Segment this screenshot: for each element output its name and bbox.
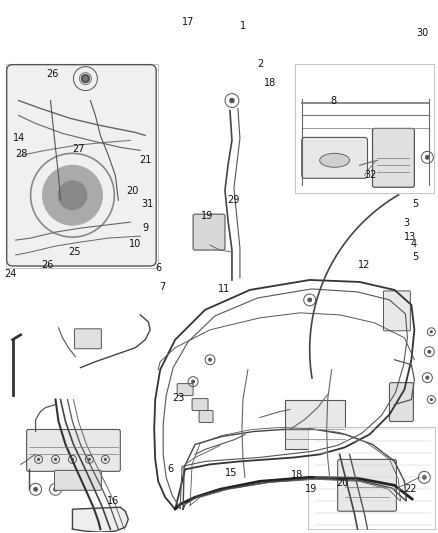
FancyBboxPatch shape <box>74 329 101 349</box>
Circle shape <box>427 350 431 354</box>
Text: 7: 7 <box>159 281 166 292</box>
Circle shape <box>37 458 40 461</box>
Text: 15: 15 <box>225 467 237 478</box>
Circle shape <box>53 487 58 491</box>
Text: 14: 14 <box>13 133 25 143</box>
Text: 9: 9 <box>143 223 149 233</box>
Circle shape <box>425 376 429 379</box>
Text: 23: 23 <box>173 393 185 403</box>
Ellipse shape <box>320 154 350 167</box>
Text: 5: 5 <box>412 252 419 262</box>
FancyBboxPatch shape <box>7 64 156 266</box>
FancyBboxPatch shape <box>389 383 413 422</box>
Text: 16: 16 <box>107 496 120 506</box>
Circle shape <box>191 379 195 384</box>
Text: 26: 26 <box>42 261 54 270</box>
Text: 6: 6 <box>155 263 162 272</box>
Circle shape <box>33 487 38 491</box>
Text: 21: 21 <box>139 155 152 165</box>
Text: 19: 19 <box>304 483 317 494</box>
Text: 30: 30 <box>416 28 428 38</box>
FancyBboxPatch shape <box>372 128 414 187</box>
Text: 2: 2 <box>258 59 264 69</box>
FancyBboxPatch shape <box>384 291 410 331</box>
Text: 8: 8 <box>330 96 336 106</box>
Bar <box>285 400 345 449</box>
FancyBboxPatch shape <box>27 430 120 471</box>
Text: 32: 32 <box>365 170 377 180</box>
Circle shape <box>430 330 433 333</box>
Circle shape <box>88 458 91 461</box>
Text: 6: 6 <box>167 464 173 474</box>
Circle shape <box>57 180 88 210</box>
Polygon shape <box>72 507 128 532</box>
Text: 13: 13 <box>404 232 417 243</box>
Text: 20: 20 <box>127 186 139 196</box>
Circle shape <box>425 155 430 160</box>
FancyBboxPatch shape <box>349 474 368 488</box>
Text: 10: 10 <box>129 239 141 249</box>
FancyBboxPatch shape <box>193 214 225 250</box>
Circle shape <box>307 297 312 302</box>
FancyBboxPatch shape <box>302 138 367 178</box>
Circle shape <box>422 475 427 480</box>
FancyBboxPatch shape <box>54 470 101 490</box>
Text: 18: 18 <box>290 470 303 480</box>
Bar <box>308 427 435 529</box>
Circle shape <box>208 358 212 362</box>
Text: 20: 20 <box>336 478 348 488</box>
Circle shape <box>83 76 88 81</box>
Bar <box>6 63 158 268</box>
Circle shape <box>104 458 107 461</box>
Text: 11: 11 <box>218 284 230 294</box>
FancyBboxPatch shape <box>192 399 208 410</box>
Circle shape <box>54 458 57 461</box>
Text: 28: 28 <box>15 149 28 159</box>
Text: 5: 5 <box>412 199 419 209</box>
Text: 25: 25 <box>68 247 80 256</box>
Text: 29: 29 <box>227 195 239 205</box>
Circle shape <box>81 74 90 83</box>
Circle shape <box>71 458 74 461</box>
Text: 18: 18 <box>265 78 277 88</box>
Text: 22: 22 <box>404 483 417 494</box>
FancyBboxPatch shape <box>177 384 193 395</box>
FancyBboxPatch shape <box>338 459 396 511</box>
Text: 17: 17 <box>182 17 194 27</box>
Circle shape <box>430 398 433 401</box>
Text: 4: 4 <box>410 239 417 249</box>
Circle shape <box>229 98 235 103</box>
FancyBboxPatch shape <box>199 410 213 423</box>
Text: 12: 12 <box>358 261 370 270</box>
Text: 1: 1 <box>240 21 246 31</box>
Text: 27: 27 <box>72 143 85 154</box>
Text: 24: 24 <box>4 270 17 279</box>
Circle shape <box>42 165 102 225</box>
Text: 31: 31 <box>141 199 153 209</box>
Text: 3: 3 <box>404 218 410 228</box>
Text: 26: 26 <box>46 69 58 79</box>
Text: 19: 19 <box>201 211 213 221</box>
Bar <box>295 63 434 193</box>
